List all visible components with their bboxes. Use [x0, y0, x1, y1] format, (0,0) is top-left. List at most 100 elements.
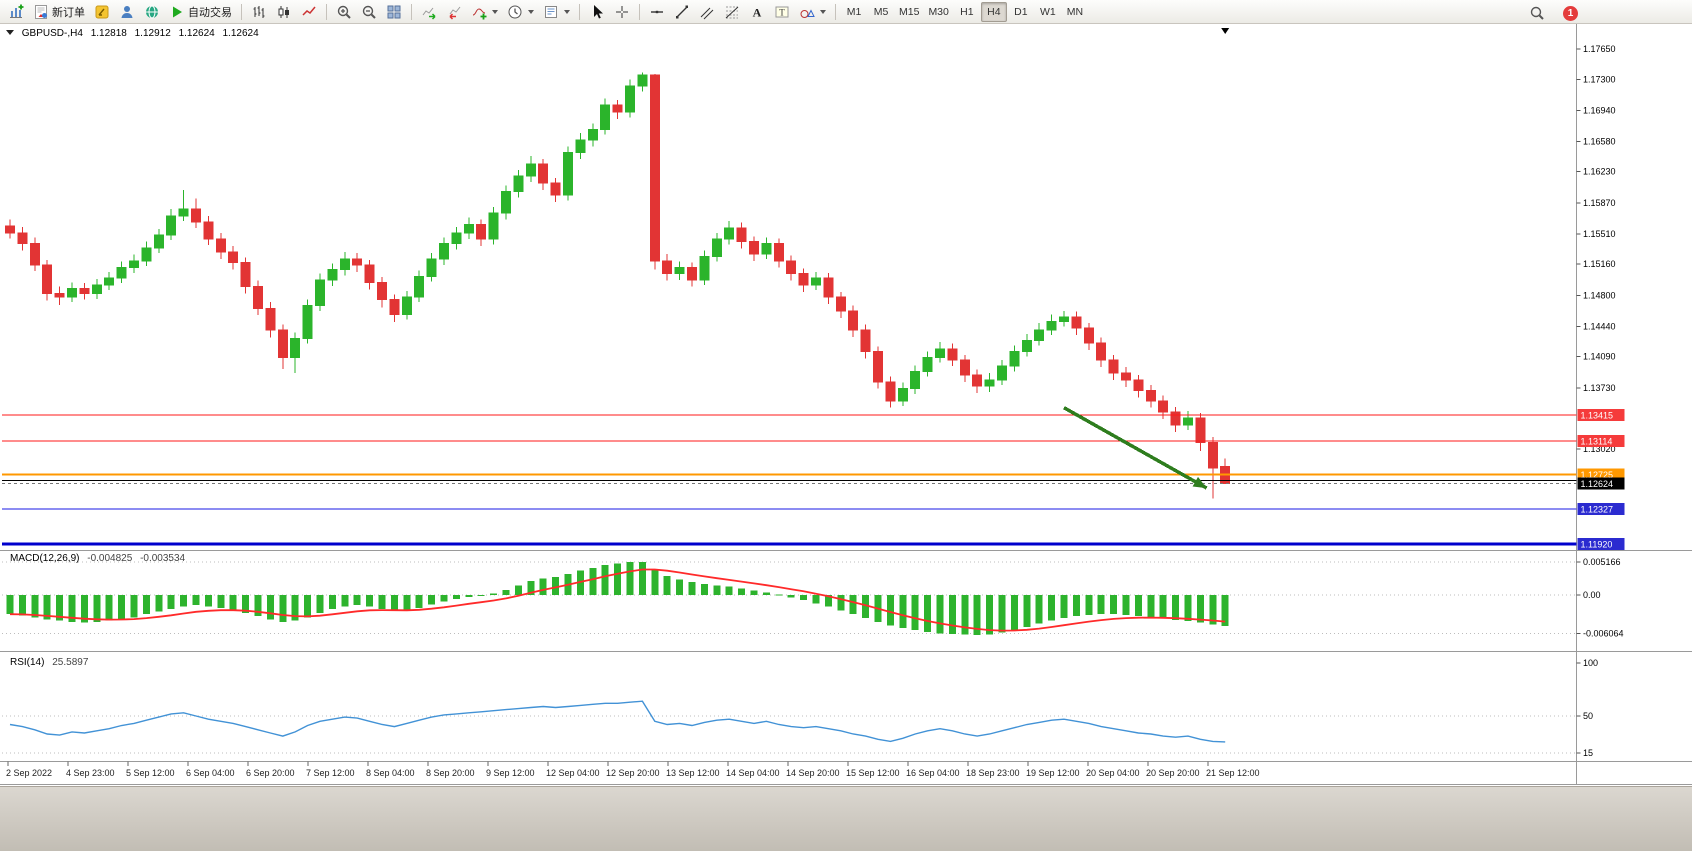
candle-body: [885, 381, 896, 402]
timeframe-button-m15[interactable]: M15: [895, 2, 923, 22]
macd-bar: [328, 595, 336, 610]
templates-button[interactable]: [539, 2, 574, 22]
candle-body: [1083, 327, 1094, 344]
macd-bar: [576, 570, 584, 595]
trendline-tool-button[interactable]: [670, 2, 694, 22]
macd-bar: [6, 595, 14, 615]
zoom-in-button[interactable]: [332, 2, 356, 22]
fibonacci-tool-button[interactable]: [720, 2, 744, 22]
new-order-icon: [33, 4, 49, 20]
macd-bar: [341, 595, 349, 607]
time-axis-label: 2 Sep 2022: [6, 768, 52, 778]
indicators-button[interactable]: [467, 2, 502, 22]
candle-body: [922, 357, 933, 372]
timeframe-button-m5[interactable]: M5: [868, 2, 894, 22]
macd-bar: [638, 561, 646, 595]
macd-bar: [626, 561, 634, 595]
candle-body: [600, 104, 611, 130]
bar-chart-button[interactable]: [247, 2, 271, 22]
timeframe-button-m1[interactable]: M1: [841, 2, 867, 22]
macd-bar: [1097, 595, 1105, 615]
cursor-button[interactable]: [585, 2, 609, 22]
market-button[interactable]: [140, 2, 164, 22]
new-order-button[interactable]: 新订单: [29, 2, 89, 22]
candle-body: [1108, 359, 1119, 374]
macd-bar: [651, 569, 659, 595]
chart-shift-button[interactable]: [442, 2, 466, 22]
timeframe-button-mn[interactable]: MN: [1062, 2, 1088, 22]
candle-chart-button[interactable]: [272, 2, 296, 22]
timeframe-button-h1[interactable]: H1: [954, 2, 980, 22]
macd-bar: [837, 595, 845, 611]
autotrading-button-label: 自动交易: [188, 6, 232, 19]
price-tick-label: 1.16940: [1583, 105, 1616, 115]
auto-scroll-button[interactable]: [417, 2, 441, 22]
metaeditor-button[interactable]: [90, 2, 114, 22]
new-chart-button[interactable]: [4, 2, 28, 22]
autotrading-button[interactable]: 自动交易: [165, 2, 236, 22]
candle-body: [773, 242, 784, 262]
time-axis-label: 20 Sep 04:00: [1086, 768, 1140, 778]
candle-body: [563, 152, 573, 196]
metaeditor-icon: [94, 4, 110, 20]
candle-body: [203, 221, 214, 240]
macd-bar: [415, 595, 423, 608]
candle-body: [687, 267, 697, 281]
search-button[interactable]: [1525, 3, 1549, 23]
macd-bar: [217, 595, 225, 608]
candle-body: [327, 268, 338, 281]
candle-body: [339, 258, 350, 270]
trend-arrow[interactable]: [1063, 406, 1208, 490]
price-badge-bg: [1577, 503, 1625, 516]
macd-bar: [68, 595, 76, 622]
timeframe-button-w1[interactable]: W1: [1035, 2, 1061, 22]
timeframe-button-m30[interactable]: M30: [924, 2, 952, 22]
label-tool-button[interactable]: T: [770, 2, 794, 22]
channel-tool-button[interactable]: [695, 2, 719, 22]
periods-button[interactable]: [503, 2, 538, 22]
price-tick-label: 1.15160: [1583, 259, 1616, 269]
community-button[interactable]: [115, 2, 139, 22]
price-tick-label: 1.17650: [1583, 44, 1616, 54]
macd-bar: [911, 595, 919, 631]
timeframe-button-h4[interactable]: H4: [980, 1, 1007, 22]
crosshair-button[interactable]: [610, 2, 634, 22]
arrows-tool-button[interactable]: [795, 2, 830, 22]
macd-bar: [56, 595, 64, 621]
new-order-button-label: 新订单: [52, 6, 85, 19]
candle-body: [935, 348, 945, 359]
candle-body: [104, 277, 115, 286]
zoom-out-button[interactable]: [357, 2, 381, 22]
macd-bar: [1085, 595, 1093, 615]
macd-bar: [390, 595, 398, 611]
hline-tool-button[interactable]: [645, 2, 669, 22]
symbol-dropdown-icon[interactable]: [6, 30, 14, 35]
macd-bar: [663, 575, 671, 595]
candle-body: [253, 286, 263, 309]
macd-bar: [713, 585, 721, 595]
candle-body: [191, 208, 201, 223]
ohlc-low: 1.12624: [178, 28, 215, 39]
text-tool-button[interactable]: A: [745, 2, 769, 22]
tile-windows-button[interactable]: [382, 2, 406, 22]
timeframe-button-d1[interactable]: D1: [1008, 2, 1034, 22]
line-chart-button[interactable]: [297, 2, 321, 22]
text-label-icon: T: [774, 4, 790, 20]
time-axis-label: 5 Sep 12:00: [126, 768, 175, 778]
chart-window[interactable]: 1.17650 1.17300 1.16940 1.16580 1.16230 1.158…: [0, 24, 1692, 786]
dropdown-arrow-icon: [564, 9, 570, 14]
chart-canvas[interactable]: 1.17650 1.17300 1.16940 1.16580 1.16230 1.158…: [0, 24, 1692, 786]
zoom-in-icon: [336, 4, 352, 20]
price-badge: 1.11920: [1577, 538, 1625, 551]
notification-badge[interactable]: 1: [1563, 5, 1578, 21]
candle-body: [389, 299, 400, 315]
candle-body: [141, 247, 152, 262]
macd-bar: [1184, 595, 1192, 622]
macd-bar: [502, 589, 510, 595]
candle-body: [997, 365, 1007, 381]
svg-text:A: A: [753, 5, 762, 19]
magnifier-icon: [1529, 5, 1545, 21]
rsi-value: 25.5897: [52, 657, 89, 668]
candle-body: [79, 287, 90, 295]
